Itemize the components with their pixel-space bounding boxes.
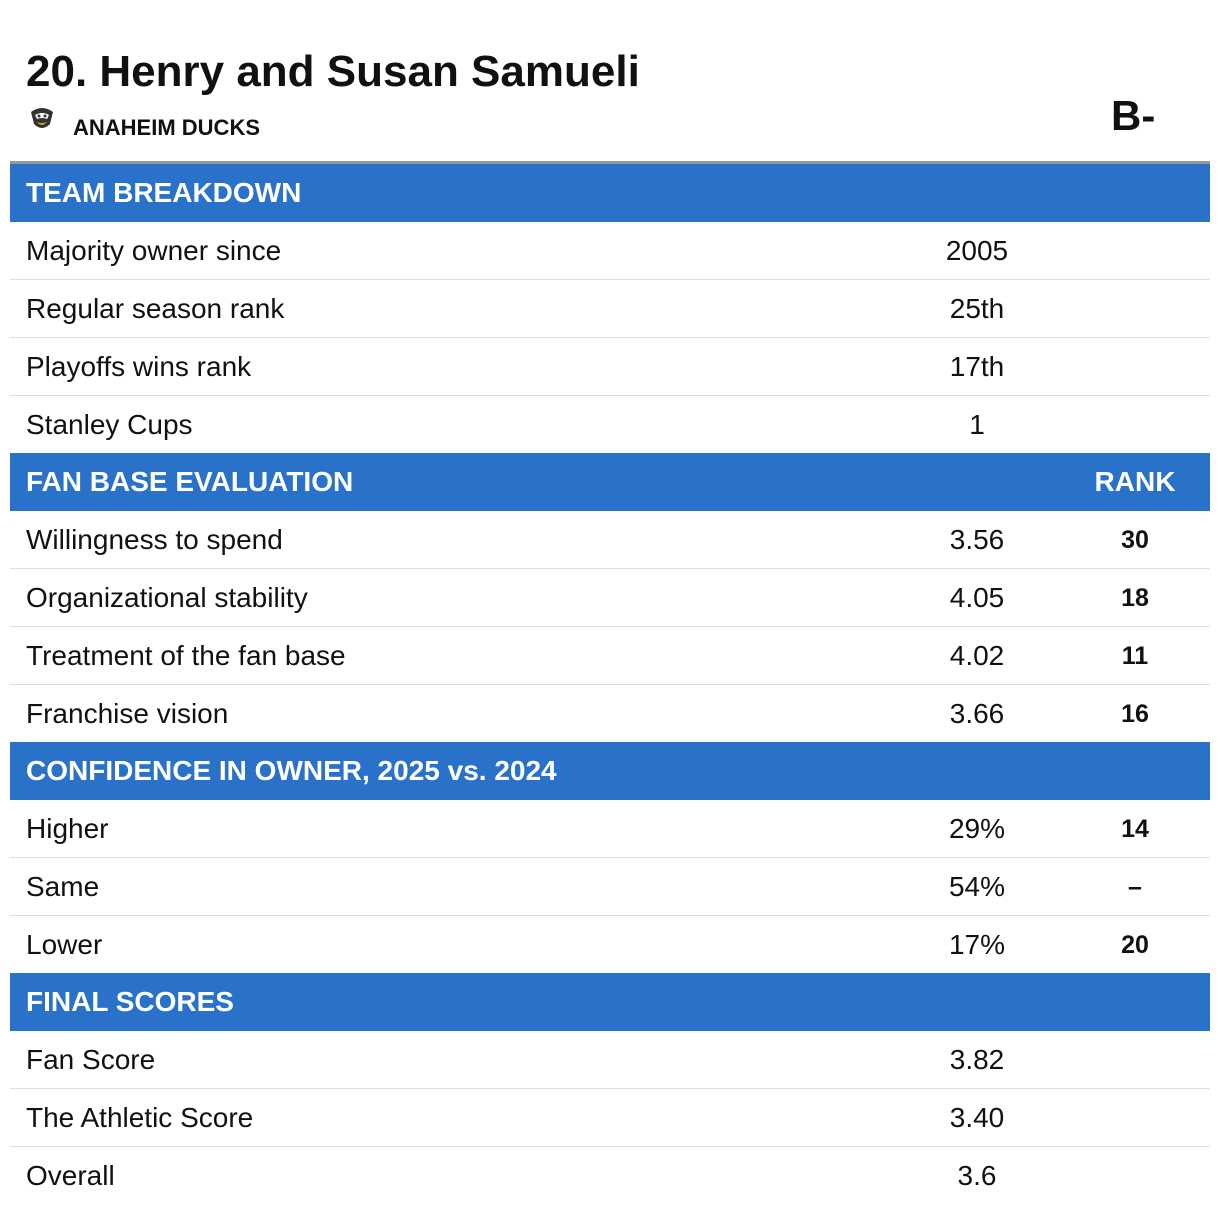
row-label: Lower — [26, 929, 103, 960]
rank-header: RANK — [1094, 466, 1176, 497]
table-row: Regular season rank 25th — [10, 280, 1210, 338]
table: TEAM BREAKDOWN Majority owner since 2005 Re… — [10, 164, 1210, 1204]
grade: B- — [1111, 92, 1156, 139]
table-row: Franchise vision 3.66 16 — [10, 685, 1210, 742]
row-rank: – — [1128, 873, 1142, 901]
row-value: 29% — [948, 813, 1006, 844]
row-value: 3.56 — [949, 524, 1005, 555]
section-title: TEAM BREAKDOWN — [26, 177, 302, 208]
row-label: The Athletic Score — [26, 1102, 254, 1133]
row-label: Higher — [26, 813, 109, 844]
header: 20. Henry and Susan Samueli ANAHEIM DUCK… — [0, 0, 1220, 165]
row-label: Organizational stability — [26, 582, 308, 613]
table-row: Stanley Cups 1 — [10, 396, 1210, 453]
table-row: Overall 3.6 — [10, 1147, 1210, 1204]
row-rank: 30 — [1121, 526, 1149, 554]
row-label: Same — [26, 871, 100, 902]
row-label: Stanley Cups — [26, 409, 193, 440]
section-header: TEAM BREAKDOWN — [10, 164, 1210, 222]
row-label: Treatment of the fan base — [26, 640, 346, 671]
row-label: Overall — [26, 1160, 115, 1191]
row-value: 4.02 — [949, 640, 1005, 671]
row-value: 17th — [949, 351, 1005, 382]
section-rows: Fan Score 3.82 The Athletic Score 3.40 Overa… — [10, 1031, 1210, 1204]
table-row: Willingness to spend 3.56 30 — [10, 511, 1210, 569]
row-value: 54% — [948, 871, 1006, 902]
section-header: FINAL SCORES — [10, 973, 1210, 1031]
row-label: Franchise vision — [26, 698, 229, 729]
section-title: FAN BASE EVALUATION — [26, 466, 354, 497]
row-rank: 20 — [1121, 931, 1149, 959]
row-value: 3.66 — [949, 698, 1005, 729]
team-name: ANAHEIM DUCKS — [73, 115, 260, 140]
row-value: 17% — [948, 929, 1006, 960]
table-row: Higher 29% 14 — [10, 800, 1210, 858]
section-rows: Higher 29% 14 Same 54% – Lower 17% 20 — [10, 800, 1210, 973]
table-row: Fan Score 3.82 — [10, 1031, 1210, 1089]
row-label: Fan Score — [26, 1044, 156, 1075]
table-row: Same 54% – — [10, 858, 1210, 916]
table-row: The Athletic Score 3.40 — [10, 1089, 1210, 1147]
team-logo — [31, 108, 53, 128]
row-value: 3.40 — [949, 1102, 1005, 1133]
row-label: Majority owner since — [26, 235, 282, 266]
row-value: 25th — [949, 293, 1005, 324]
row-label: Regular season rank — [26, 293, 285, 324]
section-header: CONFIDENCE IN OWNER, 2025 vs. 2024 — [10, 742, 1210, 800]
row-value: 3.82 — [949, 1044, 1005, 1075]
row-value: 3.6 — [957, 1160, 997, 1191]
section-rows: Majority owner since 2005 Regular season r… — [10, 222, 1210, 453]
section-rows: Willingness to spend 3.56 30 Organizational… — [10, 511, 1210, 742]
row-rank: 18 — [1121, 584, 1149, 612]
section-title: CONFIDENCE IN OWNER, 2025 vs. 2024 — [26, 755, 557, 786]
section-header: FAN BASE EVALUATION RANK — [10, 453, 1210, 511]
table-row: Lower 17% 20 — [10, 916, 1210, 973]
table-row: Playoffs wins rank 17th — [10, 338, 1210, 396]
section-title: FINAL SCORES — [26, 986, 234, 1017]
row-rank: 16 — [1121, 700, 1149, 728]
table-row: Organizational stability 4.05 18 — [10, 569, 1210, 627]
row-rank: 14 — [1121, 815, 1149, 843]
row-value: 2005 — [945, 235, 1009, 266]
table-row: Majority owner since 2005 — [10, 222, 1210, 280]
title: 20. Henry and Susan Samueli — [26, 47, 640, 96]
table-row: Treatment of the fan base 4.02 11 — [10, 627, 1210, 685]
divider — [10, 161, 1210, 165]
row-label: Playoffs wins rank — [26, 351, 252, 382]
row-value: 4.05 — [949, 582, 1005, 613]
row-label: Willingness to spend — [26, 524, 283, 555]
row-value: 1 — [969, 409, 985, 440]
row-rank: 11 — [1121, 642, 1149, 670]
